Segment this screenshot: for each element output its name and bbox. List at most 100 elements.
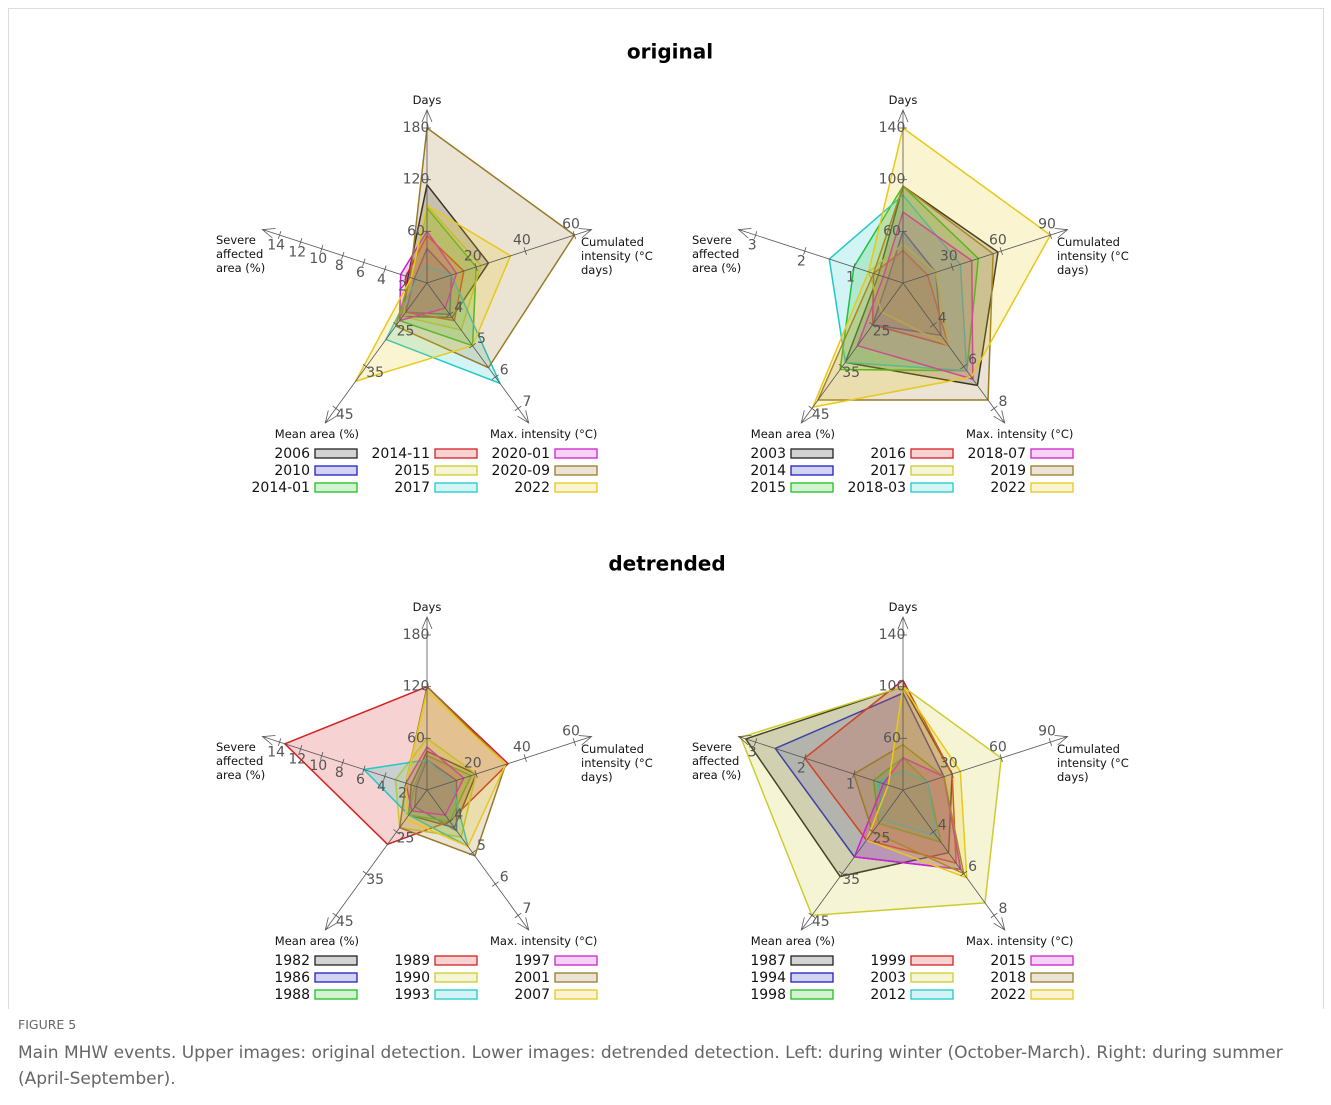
axis-label: Cumulated intensity (°C days)	[1057, 742, 1129, 784]
legend-swatch	[434, 482, 478, 493]
axis-label: Max. intensity (°C)	[490, 427, 598, 441]
radar-area	[828, 194, 968, 372]
axis-line	[902, 229, 1068, 284]
tick-label: 12	[288, 244, 306, 260]
radar-area	[405, 746, 465, 816]
legend-label: 1990	[394, 970, 430, 986]
axis-label: Max. intensity (°C)	[966, 934, 1074, 948]
axis-label: Max. intensity (°C)	[490, 934, 598, 948]
axis-line	[738, 736, 904, 791]
tick-label: 6	[500, 870, 509, 886]
section-title: original	[627, 40, 713, 64]
axis-line	[426, 229, 592, 284]
tick-label: 6	[968, 859, 977, 875]
legend-label: 2015	[394, 463, 430, 479]
tick-label: 4	[377, 272, 386, 288]
tick-label: 10	[309, 758, 327, 774]
axis-label: Severe affected area (%)	[216, 233, 266, 275]
legend-label: 1988	[274, 987, 310, 1003]
tick-mark	[869, 322, 877, 328]
tick-label: 4	[454, 300, 463, 316]
legend-label: 2022	[990, 480, 1026, 496]
axis-arrow	[517, 410, 530, 424]
axis-arrow	[261, 735, 276, 746]
tick-mark	[341, 251, 345, 260]
caption-label: FIGURE 5	[18, 1017, 77, 1032]
tick-label: 6	[968, 352, 977, 368]
tick-label: 2	[398, 786, 407, 802]
legend-swatch	[1030, 972, 1074, 983]
tick-mark	[299, 238, 303, 246]
tick-mark	[320, 751, 324, 760]
legend-label: 2001	[514, 970, 550, 986]
radar-area	[404, 234, 465, 322]
tick-label: 8	[999, 901, 1008, 917]
axis-arrow	[800, 917, 813, 931]
tick-label: 7	[523, 394, 532, 410]
tick-mark	[929, 322, 937, 328]
tick-label: 30	[940, 249, 958, 265]
radar-area	[404, 690, 507, 848]
tick-label: 25	[397, 830, 415, 846]
tick-mark	[446, 818, 454, 825]
tick-mark	[446, 311, 454, 318]
caption: Main MHW events. Upper images: original …	[18, 1043, 1283, 1089]
legend-swatch	[790, 482, 834, 493]
legend-swatch	[1030, 448, 1074, 459]
axis-label: Severe affected area (%)	[216, 740, 266, 782]
tick-label: 35	[366, 365, 384, 381]
tick-label: 180	[403, 627, 430, 643]
tick-label: 5	[477, 331, 486, 347]
legend-swatch	[910, 465, 954, 476]
tick-label: 6	[356, 265, 365, 281]
legend-swatch	[790, 448, 834, 459]
axis-line	[324, 282, 428, 424]
tick-label: 40	[513, 233, 531, 249]
tick-mark	[753, 231, 758, 240]
axis-arrow	[261, 228, 276, 239]
legend-swatch	[554, 955, 598, 966]
legend-label: 2020-01	[492, 446, 551, 462]
tick-mark	[929, 829, 937, 835]
legend-label: 2022	[514, 480, 550, 496]
radar-area	[354, 204, 512, 382]
axis-label: Days	[412, 93, 442, 107]
tick-label: 20	[464, 249, 482, 265]
legend-label: 1999	[870, 953, 906, 969]
axis-label: Cumulated intensity (°C days)	[581, 742, 653, 784]
legend-swatch	[554, 448, 598, 459]
legend-swatch	[1030, 989, 1074, 1000]
axis-arrow	[897, 615, 909, 630]
radar-area	[284, 685, 509, 846]
tick-mark	[950, 263, 954, 271]
tick-mark	[277, 231, 282, 240]
legend-label: 2015	[750, 480, 786, 496]
tick-mark	[1048, 738, 1053, 747]
axis-arrow	[324, 917, 337, 931]
legend-swatch	[434, 955, 478, 966]
tick-mark	[1048, 231, 1053, 240]
axis-label: Days	[888, 93, 918, 107]
tick-mark	[469, 850, 477, 856]
tick-label: 90	[1038, 217, 1056, 233]
tick-mark	[393, 322, 401, 328]
legend-label: 2022	[990, 987, 1026, 1003]
legend-swatch	[314, 482, 358, 493]
tick-label: 14	[267, 745, 285, 761]
tick-mark	[474, 263, 478, 271]
tick-mark	[852, 770, 856, 778]
legend-swatch	[910, 989, 954, 1000]
section-title: detrended	[608, 552, 725, 576]
tick-mark	[393, 829, 401, 835]
radar-area	[856, 211, 974, 380]
legend-swatch	[554, 989, 598, 1000]
tick-label: 100	[879, 679, 906, 695]
axis-line	[800, 789, 904, 931]
tick-label: 35	[366, 872, 384, 888]
tick-label: 10	[309, 251, 327, 267]
axis-arrow	[737, 735, 752, 746]
radar-area	[740, 685, 1003, 917]
tick-mark	[838, 363, 846, 370]
axis-line	[902, 282, 1006, 424]
